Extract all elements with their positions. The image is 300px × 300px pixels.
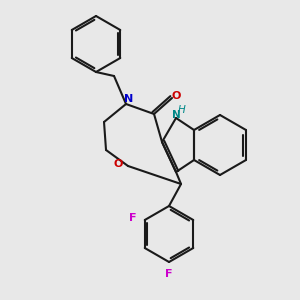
Text: N: N — [172, 110, 180, 120]
Text: F: F — [165, 269, 173, 279]
Text: H: H — [178, 105, 186, 115]
Text: N: N — [124, 94, 134, 104]
Text: O: O — [113, 159, 123, 169]
Text: O: O — [171, 91, 181, 101]
Text: F: F — [129, 213, 136, 223]
